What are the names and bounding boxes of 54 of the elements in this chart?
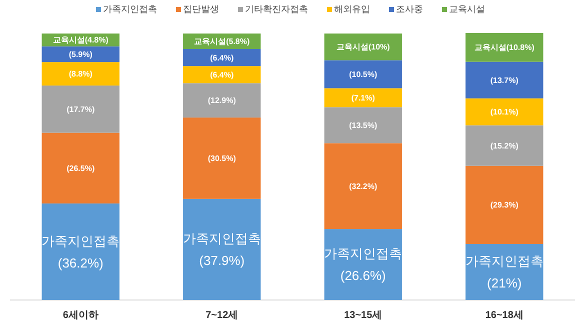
x-tick-label: 7~12세: [206, 310, 238, 321]
data-label: (6.4%): [210, 70, 234, 80]
data-label: (5.9%): [68, 50, 93, 60]
data-label: (6.4%): [210, 53, 234, 62]
data-label: 가족지인접촉 (21%): [465, 254, 544, 291]
data-label: (13.5%): [349, 120, 378, 130]
data-label: (26.5%): [66, 164, 95, 173]
legend-label: 조사중: [396, 4, 423, 14]
data-label: 교육시설(5.8%): [194, 37, 250, 46]
data-label: (12.9%): [208, 96, 236, 106]
x-tick-label: 16~18세: [485, 310, 524, 321]
data-label: 교육시설(10%): [336, 42, 390, 52]
x-tick-label: 13~15세: [344, 310, 382, 321]
bar: [42, 86, 120, 133]
data-label: (7.1%): [351, 93, 376, 102]
data-label: (29.3%): [490, 200, 519, 210]
data-label: (15.2%): [490, 141, 519, 150]
data-label: (13.7%): [490, 76, 519, 85]
bar: [183, 198, 261, 300]
bar: [183, 66, 261, 84]
data-label: 교육시설(4.8%): [52, 36, 109, 45]
bar: [324, 107, 402, 144]
bar: [324, 60, 402, 88]
legend-label: 기타확진자접촉: [245, 4, 308, 14]
data-label: 교육시설(10.8%): [474, 43, 535, 52]
bar: [466, 33, 544, 62]
data-label: (10.1%): [490, 108, 519, 117]
bar: [324, 143, 402, 230]
data-label: (32.2%): [349, 182, 378, 191]
bar: [42, 132, 120, 204]
legend-label: 가족지인접촉: [103, 4, 157, 14]
data-label: 가족지인접촉 (36.2%): [42, 233, 120, 270]
legend-label: 해외유입: [334, 4, 370, 14]
bar: [466, 166, 544, 244]
bar: [183, 83, 261, 118]
bar: [183, 118, 261, 199]
bar: [324, 88, 402, 108]
bar: [183, 49, 261, 66]
bar: [466, 98, 544, 126]
bar: [42, 62, 120, 86]
x-tick-label: 6세이하: [62, 310, 98, 321]
bar: [42, 46, 120, 62]
data-label: (30.5%): [208, 154, 236, 164]
data-label: (8.8%): [68, 70, 93, 79]
legend-label: 교육시설: [449, 4, 485, 14]
bar: [466, 62, 544, 98]
legend-label: 집단발생: [183, 4, 219, 14]
data-label: (10.5%): [349, 70, 378, 80]
bar: [466, 125, 544, 166]
bar: [324, 229, 402, 300]
bar: [42, 203, 120, 300]
data-label: 가족지인접촉 (37.9%): [182, 231, 261, 268]
data-label: 가족지인접촉 (26.6%): [324, 246, 402, 284]
data-label: (17.7%): [66, 104, 95, 114]
